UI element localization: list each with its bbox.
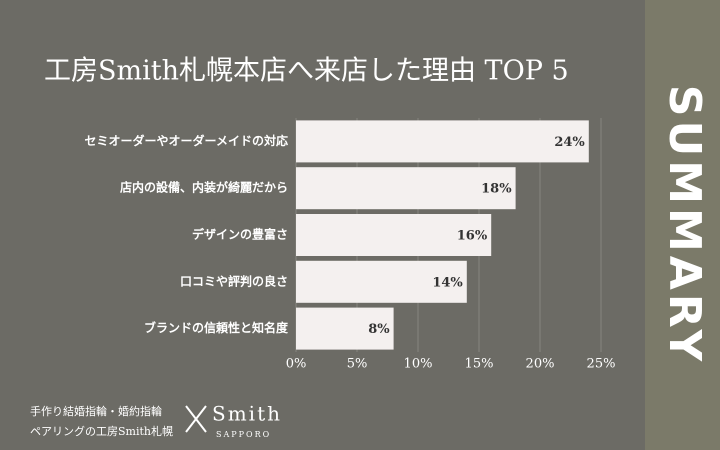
chart-title: 工房Smith札幌本店へ来店した理由 TOP 5	[44, 56, 569, 87]
y-tick-label: 口コミや評判の良さ	[180, 273, 288, 288]
value-label: 8%	[368, 322, 390, 337]
footer-line: ペアリングの工房Smith札幌	[30, 424, 173, 438]
y-tick-label: ブランドの信頼性と知名度	[144, 320, 289, 335]
value-label: 16%	[457, 229, 488, 244]
side-label: SUMMARY	[659, 85, 710, 365]
x-tick-label: 10%	[404, 357, 433, 372]
bar	[296, 260, 467, 303]
bar	[296, 167, 516, 210]
y-tick-label: デザインの豊富さ	[192, 227, 288, 242]
value-label: 14%	[432, 275, 463, 290]
x-tick-label: 5%	[347, 357, 368, 372]
value-label: 24%	[554, 135, 585, 150]
logo-stroke	[185, 405, 207, 433]
x-tick-label: 0%	[286, 357, 307, 372]
logo-icon	[185, 405, 207, 433]
y-tick-label: 店内の設備、内装が綺麗だから	[120, 180, 288, 195]
x-tick-label: 15%	[465, 357, 494, 372]
x-tick-label: 25%	[587, 357, 616, 372]
x-tick-label: 20%	[526, 357, 555, 372]
logo-text: Smith	[212, 402, 282, 426]
side-strip	[645, 0, 720, 450]
footer-line: 手作り結婚指輪・婚約指輪	[30, 404, 162, 418]
value-label: 18%	[481, 182, 512, 197]
logo-sub: SAPPORO	[216, 430, 271, 439]
bar	[296, 120, 589, 163]
y-tick-label: セミオーダーやオーダーメイドの対応	[84, 133, 288, 148]
bar	[296, 307, 394, 350]
bar	[296, 214, 492, 256]
